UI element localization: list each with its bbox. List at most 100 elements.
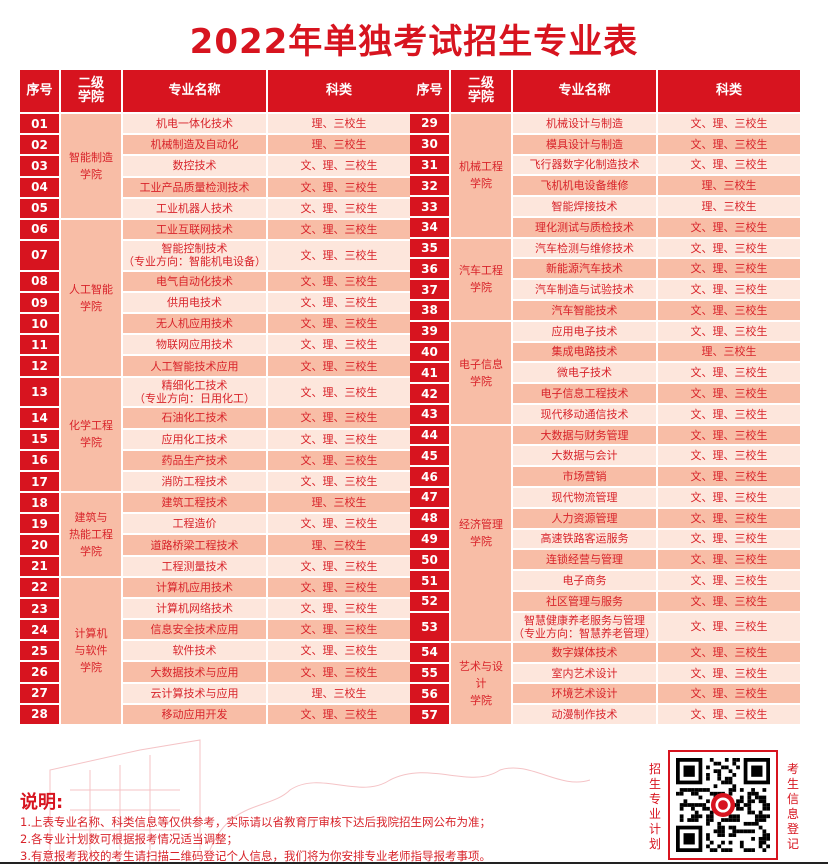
major-name: 智能控制技术 [161, 242, 228, 256]
major-name: 智能焊接技术 [551, 200, 618, 213]
major-name: 工程测量技术 [161, 559, 228, 573]
major-name: 大数据技术与应用 [150, 665, 239, 679]
majors-table-left: 序号 二级 学院 专业名称 科类 01 机电一体化技术 理、三校生 02 机械制造及自动化 理、三… [20, 70, 410, 724]
seq-number: 21 [20, 556, 59, 576]
college-name: 电子信息 学院 [451, 321, 511, 424]
major-name: 应用化工技术 [161, 432, 228, 446]
major-name-cell: 电子信息工程技术 [513, 384, 656, 403]
seq-number: 34 [410, 217, 449, 237]
seq-number: 50 [410, 550, 449, 570]
major-category: 文、理、三校生 [268, 704, 410, 724]
seq-number: 22 [20, 577, 59, 597]
major-category: 文、理、三校生 [268, 408, 410, 428]
seq-number: 27 [20, 683, 59, 703]
major-category: 文、理、三校生 [268, 271, 410, 291]
major-name: 飞机机电设备维修 [540, 179, 629, 193]
major-name: 物联网应用技术 [156, 338, 233, 352]
major-name-cell: 现代物流管理 [513, 488, 656, 507]
major-name: 现代物流管理 [551, 490, 618, 504]
major-name: 新能源汽车技术 [546, 262, 623, 276]
seq-number: 13 [20, 377, 59, 407]
major-name-cell: 建筑工程技术 [123, 493, 266, 513]
header-college: 二级 学院 [451, 70, 511, 112]
major-category: 文、理、三校生 [658, 612, 800, 641]
major-name: 大数据与会计 [551, 449, 618, 463]
major-category: 理、三校生 [658, 176, 800, 196]
major-name: 汽车智能技术 [551, 303, 618, 317]
note-item: 3.有意报考我校的考生请扫描二维码登记个人信息，我们将为你安排专业老师指导报考事… [20, 849, 491, 863]
major-name: 软件技术 [172, 644, 217, 658]
major-name-cell: 机电一体化技术 [123, 114, 266, 134]
major-category: 文、理、三校生 [658, 529, 800, 549]
major-name: 应用电子技术 [551, 324, 618, 338]
major-name-cell: 应用化工技术 [123, 429, 266, 449]
seq-number: 15 [20, 429, 59, 449]
major-name: 工业互联网技术 [156, 222, 233, 236]
seq-number: 48 [410, 508, 449, 528]
header-college: 二级 学院 [61, 70, 121, 112]
major-name-cell: 环境艺术设计 [513, 684, 656, 704]
major-name-cell: 计算机网络技术 [123, 598, 266, 619]
majors-table-right: 序号 二级 学院 专业名称 科类 29 机械设计与制造 文、理、三校生 30 模具设计与制造 文、… [410, 70, 800, 724]
seq-number: 08 [20, 271, 59, 291]
bottom-divider [0, 862, 828, 864]
header-seq: 序号 [20, 70, 59, 112]
major-category: 文、理、三校生 [658, 571, 800, 590]
seq-number: 24 [20, 620, 59, 640]
major-name: 建筑工程技术 [161, 496, 228, 510]
seq-number: 52 [410, 591, 449, 611]
major-name-cell: 精细化工技术 （专业方向：日用化工） [123, 377, 266, 407]
seq-number: 46 [410, 467, 449, 487]
seq-number: 56 [410, 684, 449, 704]
major-name: 机械设计与制造 [546, 116, 623, 130]
major-name-cell: 无人机应用技术 [123, 314, 266, 334]
major-name: 市场营销 [562, 470, 607, 484]
major-name: 移动应用开发 [161, 707, 228, 721]
major-name-cell: 汽车智能技术 [513, 301, 656, 320]
major-name: 微电子技术 [557, 366, 612, 380]
notes-title: 说明: [20, 792, 64, 813]
major-name-cell: 石油化工技术 [123, 408, 266, 428]
seq-number: 26 [20, 662, 59, 682]
major-name: 信息安全技术应用 [150, 623, 239, 637]
major-category: 文、理、三校生 [658, 425, 800, 445]
major-category: 文、理、三校生 [268, 198, 410, 218]
major-name-cell: 汽车检测与维修技术 [513, 238, 656, 258]
major-category: 文、理、三校生 [658, 155, 800, 175]
header-major: 专业名称 [123, 70, 266, 112]
major-category: 文、理、三校生 [268, 177, 410, 197]
seq-number: 29 [410, 114, 449, 133]
major-category: 理、三校生 [268, 683, 410, 703]
major-name: 汽车制造与试验技术 [535, 283, 634, 297]
seq-number: 36 [410, 259, 449, 279]
seq-number: 01 [20, 114, 59, 134]
major-name-cell: 工程造价 [123, 514, 266, 534]
major-name-cell: 室内艺术设计 [513, 663, 656, 683]
major-category: 文、理、三校生 [658, 508, 800, 528]
major-name-cell: 道路桥梁工程技术 [123, 535, 266, 555]
major-category: 文、理、三校生 [268, 556, 410, 576]
major-name: 集成电路技术 [551, 345, 618, 359]
major-category: 文、理、三校生 [268, 335, 410, 355]
seq-number: 10 [20, 314, 59, 334]
major-category: 文、理、三校生 [658, 467, 800, 487]
major-category: 文、理、三校生 [268, 641, 410, 661]
major-name: 现代移动通信技术 [540, 407, 629, 421]
qr-left-label: 招生专业计划 [648, 762, 661, 851]
major-name-cell: 电气自动化技术 [123, 271, 266, 291]
major-direction: （专业方向：智慧养老管理） [513, 626, 656, 640]
major-name: 药品生产技术 [161, 453, 228, 467]
seq-number: 28 [20, 704, 59, 724]
major-name-cell: 软件技术 [123, 641, 266, 661]
major-category: 文、理、三校生 [658, 384, 800, 403]
seq-number: 03 [20, 156, 59, 176]
seq-number: 54 [410, 642, 449, 662]
major-name-cell: 工程测量技术 [123, 556, 266, 576]
major-name-cell: 大数据与会计 [513, 446, 656, 466]
seq-number: 32 [410, 176, 449, 196]
major-name: 无人机应用技术 [156, 317, 233, 331]
qr-code[interactable] [668, 750, 778, 860]
major-category: 文、理、三校生 [658, 684, 800, 704]
major-category: 文、理、三校生 [658, 488, 800, 507]
major-name-cell: 智能焊接技术 [513, 197, 656, 216]
